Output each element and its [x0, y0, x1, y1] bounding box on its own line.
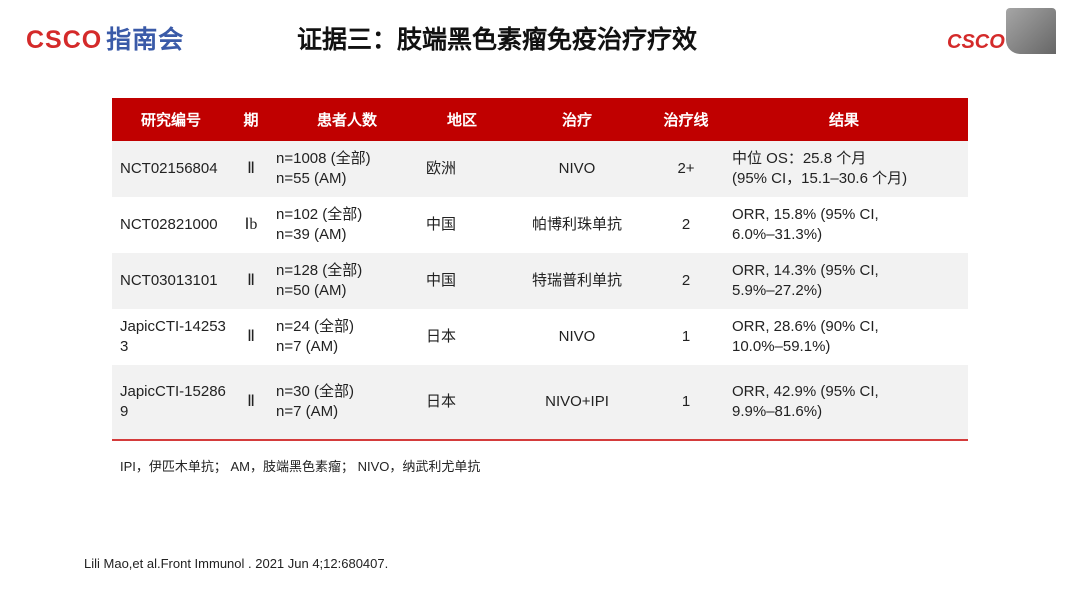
- study-id-text: NCT03013101: [120, 272, 218, 289]
- result-line-2: 6.0%–31.3%): [732, 226, 823, 243]
- slide-title: 证据三：肢端黑色素瘤免疫治疗疗效: [297, 26, 698, 54]
- study-id-text: NCT02821000: [120, 216, 218, 233]
- result: ORR, 28.6% (90% CI, 10.0%–59.1%): [720, 309, 968, 365]
- patients: n=102 (全部) n=39 (AM): [272, 197, 422, 253]
- treatment: NIVO: [558, 328, 596, 345]
- logo-right-text: CSCO: [947, 31, 1005, 53]
- result: 中位 OS：25.8 个月 (95% CI，15.1–30.6 个月): [720, 141, 968, 197]
- patients-all: n=1008 (全部): [276, 150, 371, 167]
- result-line-2: 10.0%–59.1%): [732, 338, 831, 355]
- result-line-1: 中位 OS：25.8 个月: [732, 150, 867, 167]
- table-row: NCT02821000 Ⅰb n=102 (全部) n=39 (AM) 中国 帕博利珠单抗…: [112, 197, 968, 253]
- region: 日本: [426, 328, 457, 345]
- study-id: NCT03013101: [112, 253, 230, 309]
- treatment-line: 2+: [652, 141, 720, 197]
- column-header: 期: [230, 98, 272, 141]
- result: ORR, 15.8% (95% CI, 6.0%–31.3%): [720, 197, 968, 253]
- patients-all: n=24 (全部): [276, 318, 354, 335]
- patients-am: n=7 (AM): [276, 338, 339, 355]
- treatment-line: 1: [681, 328, 691, 345]
- logo-emblem-icon: [1006, 8, 1056, 54]
- patients-am: n=55 (AM): [276, 170, 347, 187]
- column-header: 患者人数: [272, 98, 422, 141]
- treatment: 帕博利珠单抗: [531, 216, 622, 233]
- study-id-text: JapicCTI-152869: [120, 383, 226, 420]
- treatment-line: 2: [652, 253, 720, 309]
- result: ORR, 14.3% (95% CI, 5.9%–27.2%): [720, 253, 968, 309]
- study-id: JapicCTI-142533: [112, 309, 230, 365]
- treatment-line: 1: [652, 365, 720, 441]
- result-line-1: ORR, 42.9% (95% CI,: [732, 383, 879, 400]
- phase: Ⅱ: [230, 253, 272, 309]
- phase: Ⅱ: [247, 328, 255, 345]
- treatment: NIVO: [502, 141, 652, 197]
- study-id-text: NCT02156804: [120, 160, 218, 177]
- region: 中国: [426, 216, 457, 233]
- patients-all: n=102 (全部): [276, 206, 363, 223]
- column-header: 地区: [422, 98, 502, 141]
- study-id: JapicCTI-152869: [112, 365, 230, 441]
- column-header: 治疗: [502, 98, 652, 141]
- result-line-1: ORR, 28.6% (90% CI,: [732, 318, 879, 335]
- result-line-1: ORR, 14.3% (95% CI,: [732, 262, 879, 279]
- result-line-2: 9.9%–81.6%): [732, 403, 823, 420]
- patients-all: n=30 (全部): [276, 383, 354, 400]
- region: 欧洲: [422, 141, 502, 197]
- csco-guideline-logo: CSCO 指南会: [26, 20, 184, 56]
- study-id-text: JapicCTI-142533: [120, 318, 226, 355]
- footnote: IPI，伊匹木单抗； AM，肢端黑色素瘤； NIVO，纳武利尤单抗: [120, 459, 481, 474]
- csco-logo-right: CSCO: [945, 8, 1060, 56]
- patients: n=128 (全部) n=50 (AM): [272, 253, 422, 309]
- result-line-1: ORR, 15.8% (95% CI,: [732, 206, 879, 223]
- patients-all: n=128 (全部): [276, 262, 363, 279]
- phase: Ⅱ: [230, 365, 272, 441]
- column-header: 研究编号: [112, 98, 230, 141]
- logo-guideline-text: 指南会: [106, 26, 185, 54]
- treatment-line: 2: [681, 216, 691, 233]
- column-header: 结果: [720, 98, 968, 141]
- result-line-2: 5.9%–27.2%): [732, 282, 823, 299]
- phase: Ⅱ: [230, 141, 272, 197]
- patients-am: n=50 (AM): [276, 282, 347, 299]
- result-line-2: (95% CI，15.1–30.6 个月): [732, 170, 908, 187]
- logo-csco-text: CSCO: [26, 26, 103, 54]
- patients: n=24 (全部) n=7 (AM): [272, 309, 422, 365]
- patients: n=30 (全部) n=7 (AM): [272, 365, 422, 441]
- column-header: 治疗线: [652, 98, 720, 141]
- region: 中国: [422, 253, 502, 309]
- result: ORR, 42.9% (95% CI, 9.9%–81.6%): [720, 365, 968, 441]
- treatment: NIVO+IPI: [502, 365, 652, 441]
- study-id: NCT02156804: [112, 141, 230, 197]
- patients-am: n=7 (AM): [276, 403, 339, 420]
- treatment: 特瑞普利单抗: [502, 253, 652, 309]
- patients: n=1008 (全部) n=55 (AM): [272, 141, 422, 197]
- patients-am: n=39 (AM): [276, 226, 347, 243]
- study-id: NCT02821000: [112, 197, 230, 253]
- phase: Ⅰb: [244, 216, 258, 233]
- region: 日本: [422, 365, 502, 441]
- reference: Lili Mao,et al.Front Immunol . 2021 Jun …: [84, 556, 389, 571]
